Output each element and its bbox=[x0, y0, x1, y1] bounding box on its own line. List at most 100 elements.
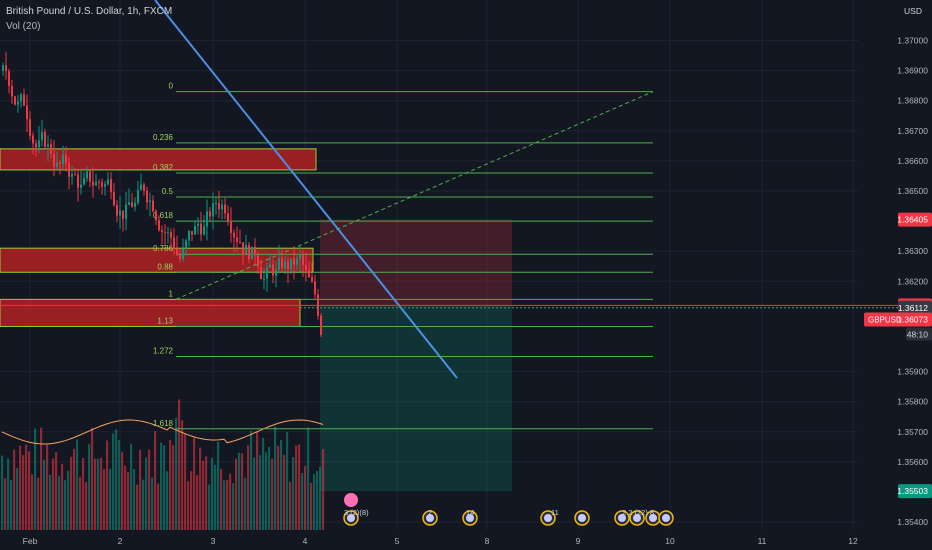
candle-body[interactable] bbox=[215, 202, 217, 204]
candle-body[interactable] bbox=[125, 204, 127, 219]
candle-body[interactable] bbox=[5, 65, 7, 72]
candle-body[interactable] bbox=[308, 270, 310, 278]
event-icon[interactable] bbox=[344, 493, 358, 507]
candle-body[interactable] bbox=[2, 65, 4, 71]
candle-body[interactable] bbox=[89, 171, 91, 182]
candle-body[interactable] bbox=[50, 144, 52, 154]
candle-body[interactable] bbox=[122, 210, 124, 219]
candle-body[interactable] bbox=[113, 192, 115, 206]
candle-body[interactable] bbox=[191, 231, 193, 235]
candle-body[interactable] bbox=[197, 223, 199, 227]
candle-body[interactable] bbox=[278, 258, 280, 270]
price-axis[interactable] bbox=[898, 0, 932, 550]
candle-body[interactable] bbox=[305, 264, 307, 271]
candle-body[interactable] bbox=[239, 242, 241, 244]
trend-line[interactable] bbox=[154, 0, 458, 379]
candle-body[interactable] bbox=[182, 249, 184, 260]
fib-trend-line[interactable] bbox=[175, 91, 654, 300]
supply-zone-rect[interactable] bbox=[0, 148, 317, 171]
candle-body[interactable] bbox=[188, 231, 190, 241]
candle-body[interactable] bbox=[167, 232, 169, 234]
candle-body[interactable] bbox=[110, 179, 112, 193]
candle-body[interactable] bbox=[263, 278, 265, 280]
volume-indicator-label[interactable]: Vol (20) bbox=[6, 21, 41, 32]
candle-body[interactable] bbox=[131, 202, 133, 207]
candle-body[interactable] bbox=[83, 178, 85, 185]
candle-body[interactable] bbox=[104, 184, 106, 187]
candle-body[interactable] bbox=[293, 258, 295, 265]
candle-body[interactable] bbox=[74, 173, 76, 175]
candle-body[interactable] bbox=[137, 189, 139, 203]
candle-body[interactable] bbox=[200, 223, 202, 235]
candle-body[interactable] bbox=[299, 254, 301, 259]
last-price-value[interactable]: 1.36073 bbox=[897, 315, 928, 325]
candle-body[interactable] bbox=[287, 261, 289, 270]
candle-body[interactable] bbox=[170, 232, 172, 238]
candle-body[interactable] bbox=[206, 211, 208, 227]
candle-body[interactable] bbox=[128, 202, 130, 205]
candle-body[interactable] bbox=[179, 254, 181, 260]
candle-body[interactable] bbox=[284, 261, 286, 269]
position-risk-zone[interactable] bbox=[320, 219, 512, 306]
candle-body[interactable] bbox=[116, 205, 118, 216]
candle-body[interactable] bbox=[254, 246, 256, 256]
candle-body[interactable] bbox=[155, 211, 157, 221]
candle-body[interactable] bbox=[146, 190, 148, 203]
candle-body[interactable] bbox=[245, 244, 247, 254]
candle-body[interactable] bbox=[257, 255, 259, 267]
candle-body[interactable] bbox=[218, 202, 220, 210]
candle-body[interactable] bbox=[80, 184, 82, 188]
candle-body[interactable] bbox=[251, 246, 253, 260]
candle-body[interactable] bbox=[209, 211, 211, 217]
supply-zone-rect[interactable] bbox=[0, 298, 301, 327]
candle-body[interactable] bbox=[68, 162, 70, 177]
candle-body[interactable] bbox=[59, 162, 61, 164]
candle-body[interactable] bbox=[224, 204, 226, 214]
candle-body[interactable] bbox=[32, 135, 34, 144]
candle-body[interactable] bbox=[86, 171, 88, 179]
candle-body[interactable] bbox=[35, 143, 37, 148]
candle-body[interactable] bbox=[230, 221, 232, 233]
stop-price-tag[interactable]: 1.36405 bbox=[897, 215, 928, 225]
candle-body[interactable] bbox=[8, 71, 10, 86]
candle-body[interactable] bbox=[233, 232, 235, 238]
candle-body[interactable] bbox=[281, 258, 283, 269]
candle-body[interactable] bbox=[140, 184, 142, 190]
candle-body[interactable] bbox=[203, 226, 205, 235]
candle-body[interactable] bbox=[20, 94, 22, 102]
candle-body[interactable] bbox=[41, 131, 43, 141]
last-price-symbol[interactable]: GBPUSD bbox=[868, 316, 902, 325]
candle-body[interactable] bbox=[134, 202, 136, 207]
candle-body[interactable] bbox=[62, 154, 64, 164]
candle-body[interactable] bbox=[14, 96, 16, 105]
candle-body[interactable] bbox=[227, 213, 229, 222]
candle-body[interactable] bbox=[92, 181, 94, 186]
candle-body[interactable] bbox=[53, 153, 55, 167]
candle-body[interactable] bbox=[269, 264, 271, 268]
candle-body[interactable] bbox=[221, 204, 223, 210]
candle-body[interactable] bbox=[149, 200, 151, 203]
candle-body[interactable] bbox=[38, 140, 40, 148]
candle-body[interactable] bbox=[107, 179, 109, 185]
candle-body[interactable] bbox=[119, 210, 121, 216]
candle-body[interactable] bbox=[29, 119, 31, 136]
candle-body[interactable] bbox=[176, 248, 178, 255]
candle-body[interactable] bbox=[152, 200, 154, 212]
candle-body[interactable] bbox=[194, 226, 196, 235]
candle-body[interactable] bbox=[101, 182, 103, 187]
candle-body[interactable] bbox=[17, 101, 19, 105]
candle-body[interactable] bbox=[56, 162, 58, 167]
candle-body[interactable] bbox=[272, 264, 274, 276]
candle-body[interactable] bbox=[23, 94, 25, 106]
candle-body[interactable] bbox=[242, 242, 244, 254]
candle-body[interactable] bbox=[158, 220, 160, 231]
candle-body[interactable] bbox=[11, 85, 13, 97]
candle-body[interactable] bbox=[98, 181, 100, 183]
candle-body[interactable] bbox=[164, 231, 166, 233]
candle-body[interactable] bbox=[185, 240, 187, 250]
candle-body[interactable] bbox=[71, 173, 73, 177]
candle-body[interactable] bbox=[44, 131, 46, 147]
candle-body[interactable] bbox=[320, 315, 322, 335]
candle-body[interactable] bbox=[161, 230, 163, 232]
